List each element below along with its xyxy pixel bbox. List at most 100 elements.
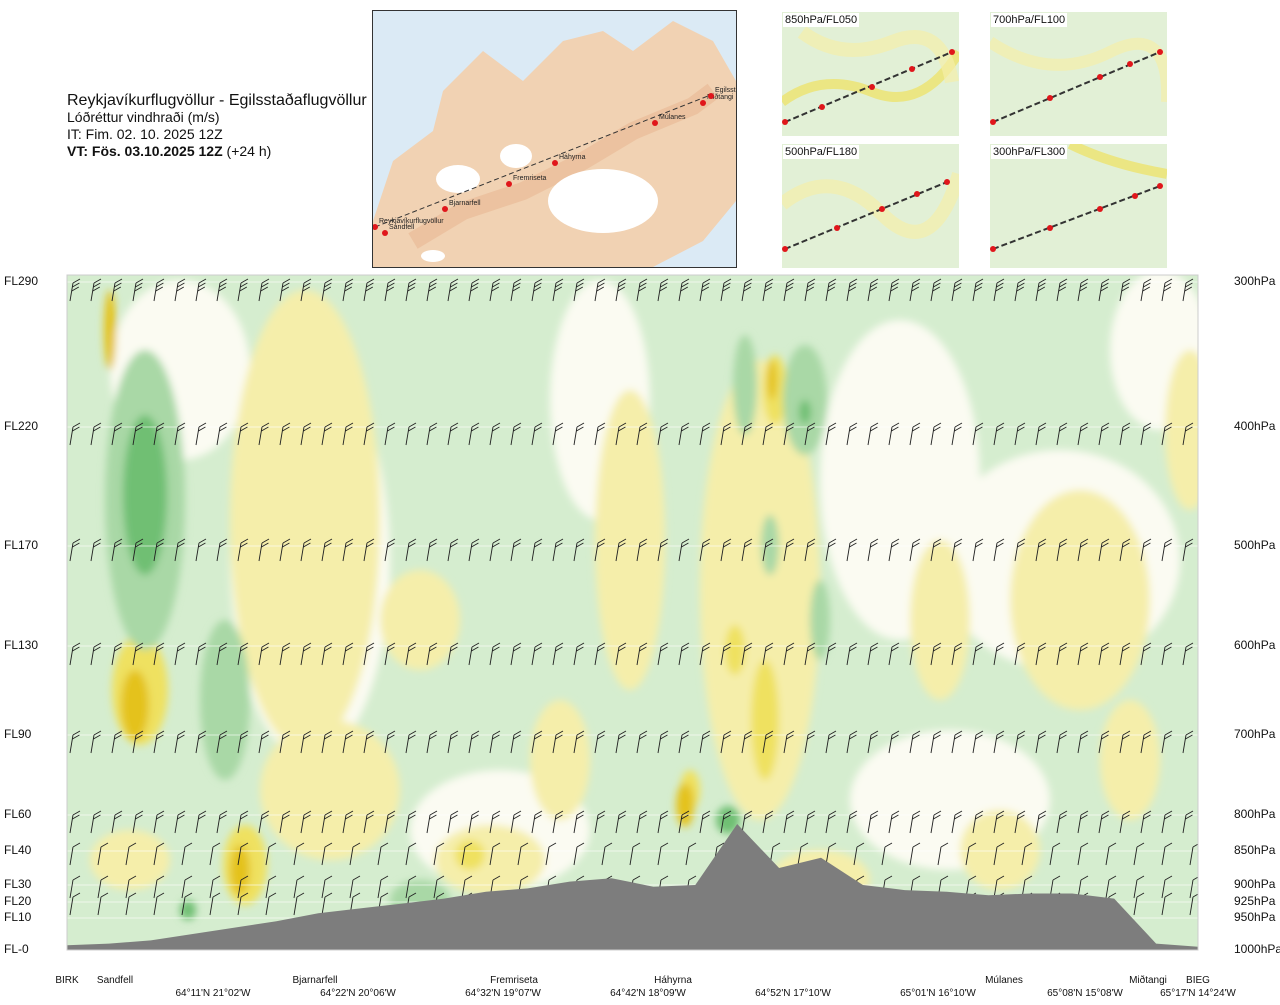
wind-barb [1014,538,1026,562]
wind-barb [1049,842,1061,866]
wind-barb [258,538,270,562]
wind-barb [678,642,690,666]
wind-barb [1105,842,1117,866]
wind-barb [510,730,522,754]
y-tick-right: 925hPa [1234,894,1276,908]
wind-barb [195,278,207,302]
wind-barb [384,278,396,302]
wind-barb [853,842,865,866]
wind-barb [125,892,137,916]
wind-barb [993,810,1005,834]
wind-barb [657,842,669,866]
y-tick-right: 400hPa [1234,419,1276,433]
vertical-velocity-cell [260,720,400,860]
wind-barb [405,642,417,666]
wind-barb [678,730,690,754]
mini-map-850: 850hPa/FL050 [782,12,959,136]
glacier-langjokull [436,165,480,193]
wind-barb [594,422,606,446]
wind-barb [153,730,165,754]
wind-barb [181,875,193,899]
wind-barb [1133,892,1145,916]
wind-barb [384,642,396,666]
x-coordinate-label: 65°08'N 15°08'W [1047,988,1123,999]
wind-barb [342,538,354,562]
wind-barb [1119,278,1131,302]
wind-barb [573,730,585,754]
wind-barb [258,810,270,834]
wind-barb [426,278,438,302]
wind-barb [300,642,312,666]
vertical-velocity-cell [733,335,757,435]
mini-map-300: 300hPa/FL300 [990,144,1167,268]
wind-barb [1014,642,1026,666]
wind-barb [636,730,648,754]
wind-barb [195,730,207,754]
map-waypoint-marker [552,160,558,166]
wind-barb [909,842,921,866]
wind-barb [657,278,669,302]
wind-barb [699,642,711,666]
wind-barb [531,810,543,834]
wind-barb [111,278,123,302]
map-waypoint-label: Fremriseta [513,175,547,182]
wind-barb [888,422,900,446]
vertical-velocity-cell [700,360,820,820]
wind-barb [573,422,585,446]
wind-barb [846,642,858,666]
wind-barb [657,730,669,754]
wind-barb [468,642,480,666]
route-line [374,93,714,228]
wind-barb [405,538,417,562]
vertical-velocity-cell [90,830,170,890]
x-waypoint-label: Miðtangi [1129,975,1167,986]
wind-barb [321,842,333,866]
wind-barb [888,278,900,302]
wind-barb [657,538,669,562]
wind-barb [1182,538,1194,562]
wind-barb [405,810,417,834]
wind-barb [1140,642,1152,666]
wind-barb [174,730,186,754]
wind-barb [699,538,711,562]
wind-barb [90,730,102,754]
wind-barb [111,810,123,834]
wind-barb [90,422,102,446]
mini-map-label: 300hPa/FL300 [991,145,1068,159]
x-coordinate-label: 65°01'N 16°10'W [900,988,976,999]
wind-barb [1119,642,1131,666]
wind-barb [531,278,543,302]
wind-barb [993,642,1005,666]
wind-barb [1056,422,1068,446]
wind-barb [993,278,1005,302]
route-title: Reykjavíkurflugvöllur - Egilsstaðaflugvö… [67,92,367,109]
wind-barb [216,422,228,446]
vertical-velocity-cell [380,570,460,670]
wind-barb [363,422,375,446]
wind-barb [993,538,1005,562]
wind-barb [405,842,417,866]
wind-barb [657,810,669,834]
wind-barb [111,422,123,446]
wind-barb [447,422,459,446]
wind-barb [461,875,473,899]
wind-barb [951,278,963,302]
wind-barb [972,810,984,834]
wind-barb [216,810,228,834]
wind-barb [1182,810,1194,834]
wind-barb [1035,810,1047,834]
wind-barb [125,875,137,899]
wind-barb [90,278,102,302]
vertical-velocity-cell [799,400,811,424]
wind-barb [237,842,249,866]
map-waypoint-marker [652,120,658,126]
y-tick-left: FL-0 [4,942,29,956]
wind-barb [1133,875,1145,899]
wind-barb [216,538,228,562]
wind-barb [1182,422,1194,446]
vertical-velocity-field [90,275,1198,920]
wind-barb [1035,278,1047,302]
wind-barb [342,642,354,666]
map-waypoint-label: Bjarnarfell [449,200,481,207]
wind-barb [489,278,501,302]
